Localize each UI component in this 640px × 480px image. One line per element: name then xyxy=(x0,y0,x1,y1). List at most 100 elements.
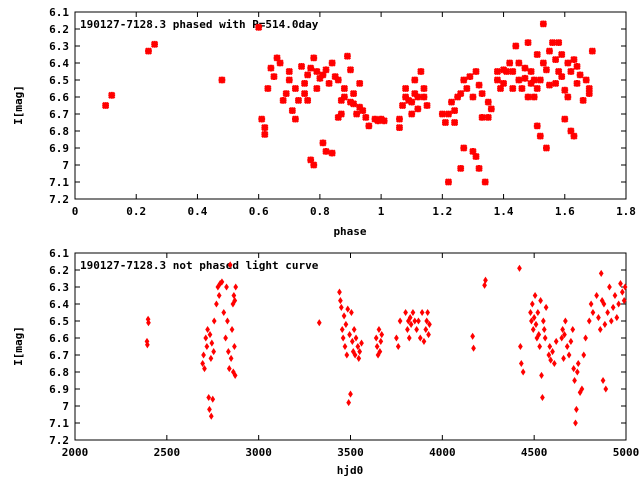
axis-ticks: 0 0.2 0.4 0.6 0.8 1 1.2 1.4 1.6 1.8 6.1 6.2 6.3 6.4 6.… xyxy=(49,6,636,218)
data-point xyxy=(228,354,234,362)
data-point xyxy=(216,291,222,300)
y-tick-label: 6.1 xyxy=(49,247,69,260)
data-point xyxy=(600,376,606,385)
data-point xyxy=(411,90,419,98)
data-point xyxy=(255,23,263,31)
data-point xyxy=(605,308,610,317)
y-tick-label: 6.9 xyxy=(49,383,69,396)
data-point xyxy=(527,79,535,87)
data-point xyxy=(567,127,575,135)
data-point xyxy=(545,81,554,89)
data-point xyxy=(328,149,336,157)
data-point xyxy=(566,351,572,359)
data-point xyxy=(447,98,456,106)
data-point xyxy=(357,348,363,356)
data-point xyxy=(282,90,290,98)
phased-light-curve-panel: 190127-7128.3 phased with P=514.0day pha… xyxy=(12,6,636,238)
data-point xyxy=(214,300,219,308)
data-point xyxy=(621,297,627,305)
data-point xyxy=(533,320,539,328)
y-tick-label: 6.1 xyxy=(49,6,69,19)
data-point xyxy=(273,54,281,62)
data-point xyxy=(356,354,362,362)
data-point xyxy=(573,62,581,70)
data-point xyxy=(337,288,342,296)
data-point xyxy=(395,115,404,123)
axis-ticks: 2000 2500 3000 3500 4000 4500 5000 6.1 6.2 6.3 6.4… xyxy=(49,247,639,459)
data-point xyxy=(542,144,550,152)
data-point xyxy=(338,303,344,311)
data-point xyxy=(264,84,272,93)
data-point xyxy=(596,314,601,322)
chart-title: 190127-7128.3 not phased light curve xyxy=(80,259,319,272)
y-tick-label: 6.5 xyxy=(49,315,69,328)
data-point xyxy=(334,76,342,84)
data-point xyxy=(483,276,488,284)
data-point xyxy=(561,354,566,362)
data-point xyxy=(460,144,468,152)
data-point xyxy=(471,344,476,352)
data-point xyxy=(454,93,462,101)
data-point xyxy=(279,96,287,104)
data-point xyxy=(316,74,324,82)
data-point xyxy=(533,122,541,130)
data-point xyxy=(616,300,622,308)
x-tick-label: 1 xyxy=(378,205,385,218)
data-point xyxy=(515,59,523,67)
data-point xyxy=(560,325,565,334)
data-point xyxy=(555,39,563,47)
data-point xyxy=(270,73,278,81)
data-point xyxy=(355,342,361,351)
y-tick-label: 6.8 xyxy=(49,125,69,138)
data-point xyxy=(568,337,574,345)
data-point xyxy=(622,283,628,291)
data-point xyxy=(414,105,422,113)
y-tick-label: 6.7 xyxy=(49,349,69,362)
x-tick-label: 2500 xyxy=(154,446,181,459)
plot-frame xyxy=(74,11,627,200)
y-tick-label: 6.2 xyxy=(49,264,69,277)
data-point xyxy=(339,325,345,334)
data-point xyxy=(408,320,414,328)
data-points xyxy=(102,20,596,186)
data-point xyxy=(304,71,312,79)
data-point xyxy=(346,66,355,74)
data-point xyxy=(451,107,459,115)
data-point xyxy=(567,67,575,76)
data-point xyxy=(529,300,535,308)
data-point xyxy=(517,264,522,272)
data-point xyxy=(379,331,385,339)
data-point xyxy=(403,308,408,317)
data-point xyxy=(602,320,608,328)
data-point xyxy=(359,107,367,115)
data-point xyxy=(258,115,266,123)
data-point xyxy=(423,325,429,334)
data-point xyxy=(469,147,477,155)
data-point xyxy=(316,319,322,327)
data-point xyxy=(352,351,358,359)
data-point xyxy=(374,342,380,351)
data-point xyxy=(205,325,210,334)
data-point xyxy=(530,76,538,84)
data-point xyxy=(585,84,593,93)
data-point xyxy=(540,317,546,325)
data-point xyxy=(301,90,309,98)
y-tick-label: 7.1 xyxy=(49,176,69,189)
y-axis-label: I[mag] xyxy=(12,326,25,366)
data-point xyxy=(524,93,532,101)
data-point xyxy=(202,365,207,373)
data-point xyxy=(558,50,566,59)
y-tick-label: 6.3 xyxy=(49,281,69,294)
data-point xyxy=(319,139,327,147)
data-point xyxy=(612,291,618,300)
data-point xyxy=(394,334,399,342)
data-point xyxy=(349,100,358,108)
data-point xyxy=(524,39,532,47)
data-point xyxy=(395,124,404,132)
data-point xyxy=(528,308,533,317)
data-point xyxy=(206,393,212,402)
data-point xyxy=(227,261,233,269)
data-point xyxy=(470,332,475,340)
data-point xyxy=(210,395,216,403)
data-point xyxy=(294,96,303,104)
